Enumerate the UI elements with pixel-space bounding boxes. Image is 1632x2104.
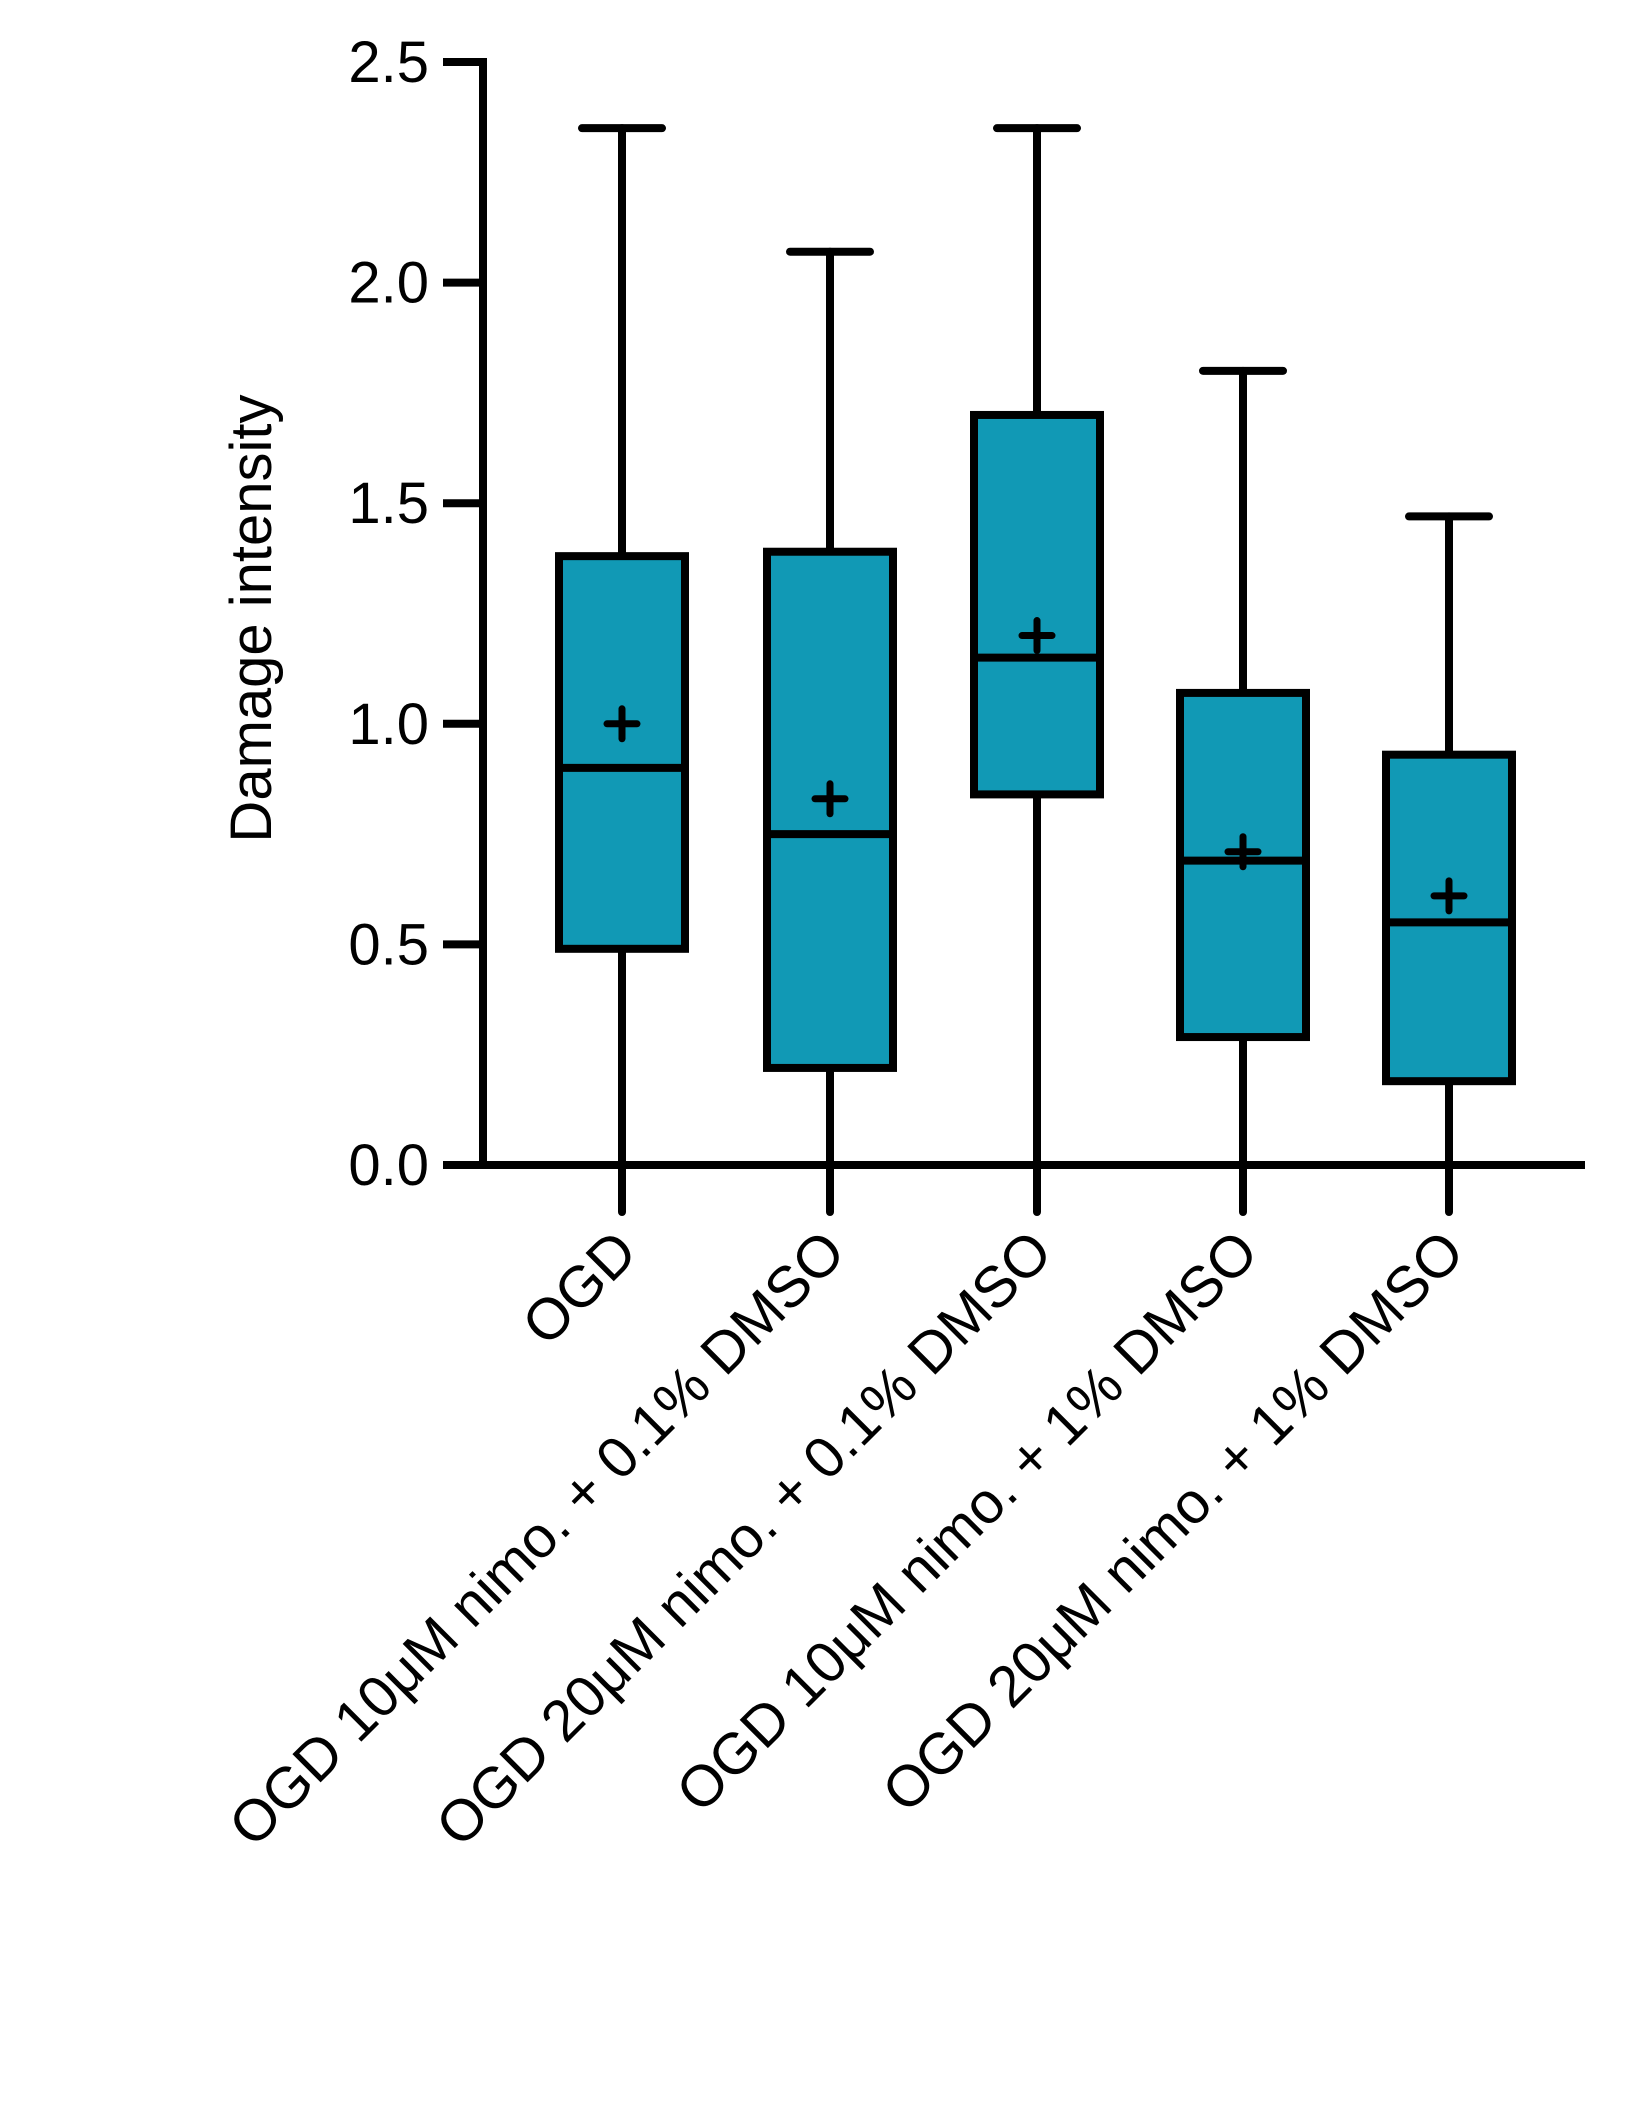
y-tick-label: 0.5 [348,912,429,977]
box-group [555,124,689,1216]
box-group [1176,366,1310,1216]
y-tick-label: 2.5 [348,30,429,95]
y-tick-label: 2.0 [348,251,429,316]
y-axis: 0.0 0.5 1.0 1.5 2.0 2.5 [348,30,487,1198]
y-axis-title: Damage intensity [219,394,284,842]
box-group [970,124,1104,1216]
box-series [555,124,1516,1216]
box-group [1382,512,1516,1216]
iqr-box [970,410,1104,799]
y-tick-label: 1.0 [348,692,429,757]
box-group [763,247,897,1216]
iqr-box [763,547,897,1072]
category-label: OGD [510,1218,649,1357]
y-tick-label: 1.5 [348,471,429,536]
iqr-box [1382,750,1516,1086]
y-tick-label: 0.0 [348,1133,429,1198]
iqr-box [555,552,689,953]
